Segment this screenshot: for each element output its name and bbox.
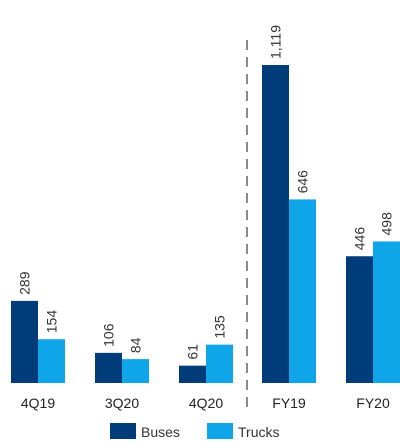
legend-label-buses: Buses [141,424,180,440]
bar-buses-fy20 [346,256,373,383]
value-label: 446 [352,227,368,251]
bar-trucks-4q19 [38,339,65,383]
bar-trucks-fy20 [373,241,400,383]
x-tick-label: 4Q20 [189,395,223,411]
value-label: 498 [379,212,395,236]
x-tick-label: FY20 [356,395,390,411]
bar-buses-4q20 [179,365,206,383]
value-label: 1,119 [268,25,284,59]
x-tick-label: 4Q19 [21,395,55,411]
value-label: 61 [185,344,201,360]
x-tick-label: FY19 [272,395,306,411]
legend-label-trucks: Trucks [238,424,279,440]
value-label: 135 [212,315,228,339]
x-tick-label: 3Q20 [105,395,139,411]
legend: Buses Trucks [110,423,279,440]
value-label: 646 [295,170,311,194]
value-label: 84 [128,337,144,353]
bar-buses-4q19 [11,300,38,383]
bar-buses-fy19 [262,65,289,383]
bar-trucks-4q20 [206,344,233,383]
value-label: 106 [101,323,117,347]
value-label: 289 [17,271,33,295]
bar-trucks-fy19 [289,199,316,383]
bar-buses-3q20 [95,352,122,383]
bar-trucks-3q20 [122,359,149,383]
legend-swatch-buses [110,423,136,439]
value-label: 154 [44,310,60,334]
legend-swatch-trucks [207,423,233,439]
